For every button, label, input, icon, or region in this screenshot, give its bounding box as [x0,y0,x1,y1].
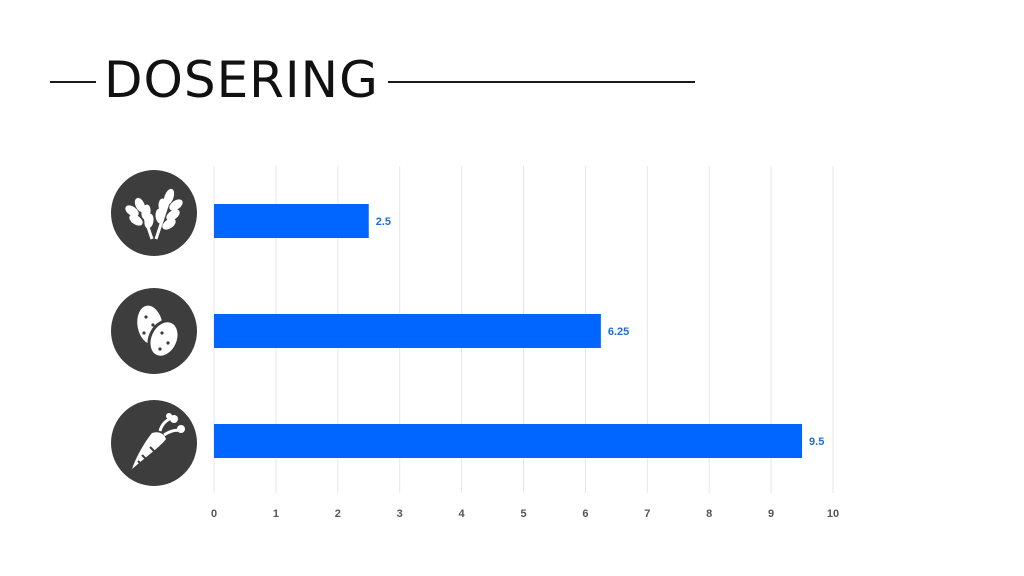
carrot-icon [111,400,197,486]
x-axis-ticks: 0 1 2 3 4 5 6 7 8 9 10 [211,508,839,520]
x-tick-label: 10 [827,508,839,520]
potatoes-icon [111,288,197,374]
x-tick-label: 7 [644,508,650,520]
title-rule-left [50,81,96,83]
x-tick-label: 0 [211,508,217,520]
x-tick-label: 2 [335,508,341,520]
bar-carrot [214,424,803,458]
x-tick-label: 8 [706,508,712,520]
bar-potatoes [214,314,601,348]
wheat-icon [111,170,197,256]
value-label: 9.5 [809,436,824,448]
x-tick-label: 9 [768,508,774,520]
value-label: 2.5 [376,216,391,228]
x-tick-label: 6 [582,508,588,520]
title-area: DOSERING [0,0,1024,130]
x-tick-label: 5 [520,508,526,520]
x-tick-label: 4 [459,508,466,520]
value-labels: 2.5 6.25 9.5 [376,216,825,448]
page-title: DOSERING [104,51,379,109]
bar-wheat [214,204,369,238]
bars [214,204,803,458]
x-tick-label: 1 [273,508,279,520]
value-label: 6.25 [608,326,629,338]
title-rule-right [388,81,695,83]
x-tick-label: 3 [397,508,403,520]
